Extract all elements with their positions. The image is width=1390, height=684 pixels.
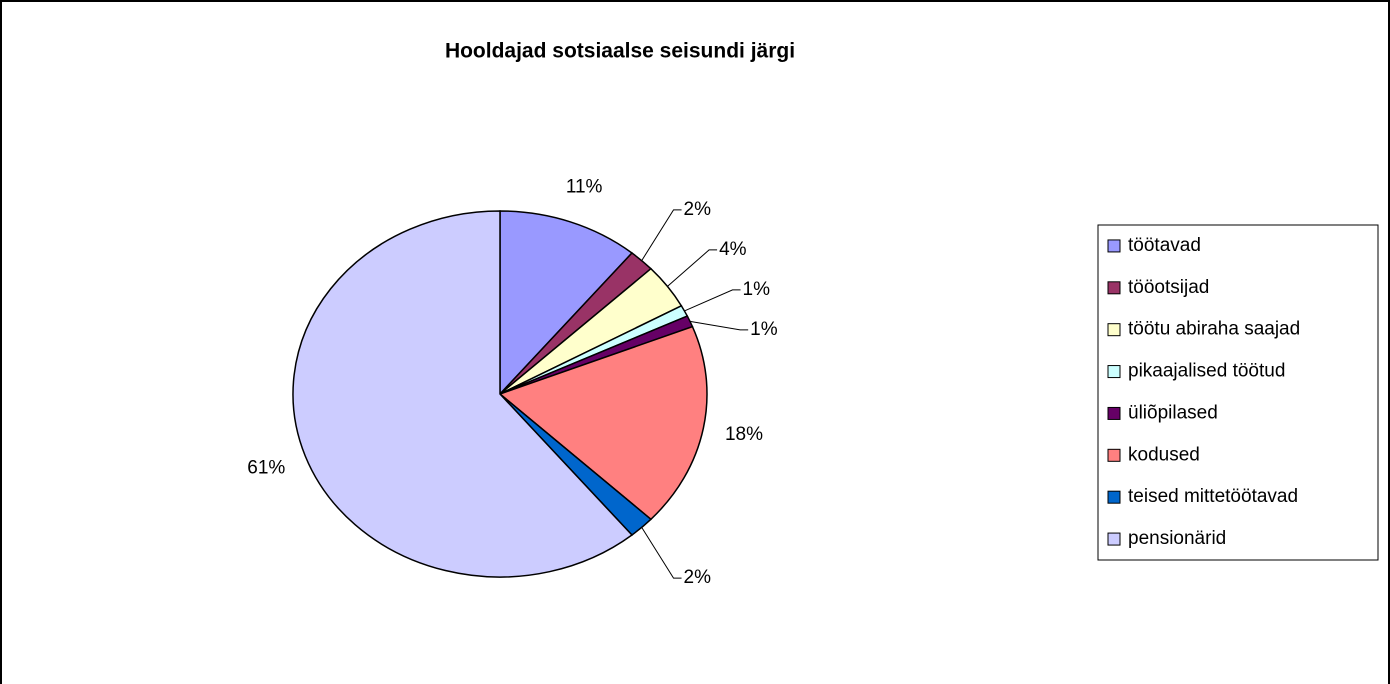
leader-line <box>667 249 718 287</box>
data-label: 18% <box>725 424 763 445</box>
leader-line <box>689 320 749 331</box>
pie-slice <box>292 210 634 578</box>
legend-label: tööotsijad <box>1128 277 1209 298</box>
legend-label: üliõpilased <box>1128 402 1218 423</box>
legend-swatch <box>1107 239 1121 253</box>
legend-swatch <box>1107 490 1121 504</box>
legend-swatch <box>1107 448 1121 462</box>
chart-title: Hooldajad sotsiaalse seisundi järgi <box>445 40 795 63</box>
legend-label: töötu abiraha saajad <box>1128 319 1300 340</box>
legend-swatch <box>1107 406 1121 420</box>
data-label: 61% <box>247 457 285 478</box>
data-label: 2% <box>684 199 712 220</box>
legend-label: teised mittetöötavad <box>1128 486 1298 507</box>
legend-swatch <box>1107 281 1121 295</box>
legend-label: kodused <box>1128 444 1200 465</box>
legend-label: pikaajalised töötud <box>1128 361 1285 382</box>
data-label: 4% <box>719 239 747 260</box>
legend-label: töötavad <box>1128 235 1201 256</box>
leader-line <box>641 209 682 261</box>
pie-slice <box>498 325 708 521</box>
legend-box <box>1097 224 1379 561</box>
leader-line <box>684 289 741 312</box>
pie-slice <box>499 210 634 396</box>
legend-label: pensionärid <box>1128 528 1226 549</box>
data-label: 1% <box>743 279 771 300</box>
legend-swatch <box>1107 365 1121 379</box>
leader-line <box>641 527 682 579</box>
data-label: 1% <box>750 319 778 340</box>
data-label: 11% <box>566 176 603 197</box>
data-label: 2% <box>684 567 712 588</box>
legend-swatch <box>1107 532 1121 546</box>
legend-swatch <box>1107 323 1121 337</box>
